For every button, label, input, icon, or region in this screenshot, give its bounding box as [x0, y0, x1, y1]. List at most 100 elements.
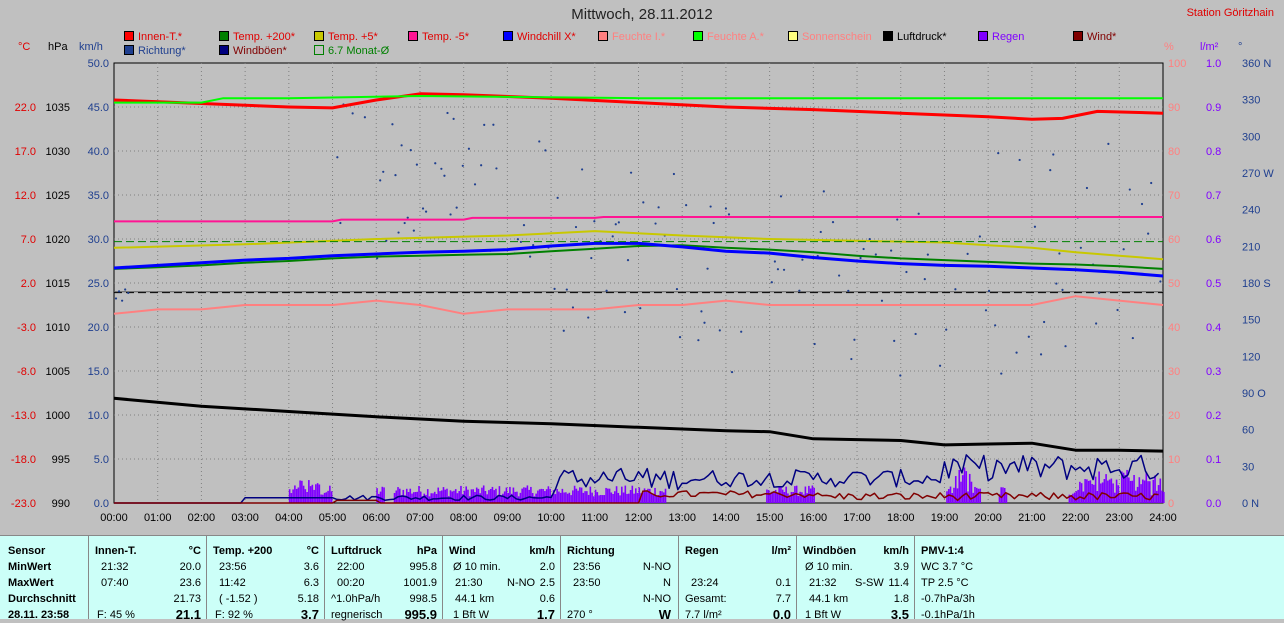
stats-time: 23:24	[691, 577, 719, 589]
direction-dot	[424, 210, 428, 213]
rain-bar	[311, 484, 314, 503]
direction-dot	[336, 156, 339, 159]
wind-tick-label: 30.0	[88, 234, 109, 246]
rain-bar	[509, 486, 511, 503]
grid	[114, 63, 1163, 503]
legend-item: Wind*	[1073, 31, 1116, 44]
direction-dot	[434, 162, 437, 165]
series-line-7	[113, 396, 1164, 453]
stats-value: 0.6	[539, 593, 555, 605]
time-tick-label: 08:00	[450, 512, 478, 524]
series-line-windboeen	[114, 454, 1160, 504]
rain-bar	[601, 495, 604, 503]
direction-dot	[822, 190, 825, 193]
series-line-6	[114, 95, 1163, 104]
rain-bar	[1161, 490, 1163, 503]
direction-dot	[1140, 202, 1144, 206]
time-tick-label: 23:00	[1106, 512, 1134, 524]
rain-bar	[974, 486, 976, 503]
rain-bar	[294, 485, 296, 503]
rain-bar	[288, 489, 291, 503]
rain-bar	[1163, 491, 1165, 503]
rain-bar	[446, 488, 448, 503]
direction-dot	[1128, 188, 1131, 191]
rain-bar	[1094, 476, 1097, 503]
rain-bar	[598, 495, 600, 503]
temp-tick-label: 2.0	[21, 278, 36, 290]
rain-bar	[418, 486, 420, 503]
direction-dot	[954, 288, 957, 291]
direction-dot	[697, 339, 700, 342]
rain-bar	[327, 490, 329, 503]
dir-tick-label: 300	[1242, 131, 1260, 143]
direction-dot	[1095, 322, 1098, 325]
stats-value: 6.3	[303, 577, 319, 589]
legend-item: Temp. -5*	[408, 31, 469, 44]
rain-bar	[474, 492, 476, 503]
stats-time: regnerisch	[331, 609, 383, 621]
rain-bar	[603, 495, 606, 503]
rain-bar	[500, 495, 502, 503]
rain-tick-label: 0.7	[1206, 190, 1221, 202]
stats-value: TP 2.5 °C	[921, 577, 969, 589]
stats-time: ^1.0hPa/h	[331, 593, 381, 605]
rain-bar	[638, 487, 641, 503]
direction-dot	[642, 201, 645, 204]
wind-tick-label: 40.0	[88, 146, 109, 158]
stats-col-pmv: PMV-1:4 WC 3.7 °C TP 2.5 °C -0.7hPa/3h -…	[914, 536, 1284, 621]
wind-tick-label: 10.0	[88, 410, 109, 422]
direction-dot	[779, 195, 783, 198]
legend-label: Temp. +5*	[328, 31, 378, 43]
direction-dot	[859, 256, 862, 260]
series-lines	[113, 92, 1164, 453]
series-line-wind	[114, 490, 1159, 504]
rain-bar	[447, 496, 450, 503]
legend-swatch	[503, 31, 513, 41]
legend-swatch	[219, 31, 229, 41]
rain-bar	[967, 491, 969, 503]
rain-bar	[1135, 490, 1137, 503]
stats-time: Ø 10 min.	[805, 561, 853, 573]
direction-dot	[978, 235, 981, 238]
rain-bar	[426, 489, 429, 503]
rain-bar	[1079, 481, 1081, 503]
stats-time: F: 92 %	[215, 609, 253, 621]
rain-bar	[951, 493, 954, 503]
stats-time: 44.1 km	[455, 593, 495, 605]
rain-bar	[454, 489, 457, 503]
rain-bar	[1087, 480, 1090, 503]
rain-bar	[449, 490, 452, 503]
press-tick-label: 1025	[46, 190, 70, 202]
axis-unit-label: °C	[18, 41, 30, 53]
legend-label: Regen	[992, 31, 1025, 43]
legend-swatch	[883, 31, 893, 41]
rain-bar	[1107, 480, 1109, 503]
direction-dot	[966, 252, 969, 256]
direction-dot	[685, 204, 688, 207]
direction-dot	[467, 147, 471, 150]
stats-col-regen: Regen l/m² 23:24 0.1 Gesamt: 7.7 7.7 l/m…	[678, 536, 797, 622]
rain-tick-label: 0.9	[1206, 102, 1221, 114]
stats-value: 998.5	[409, 593, 437, 605]
time-tick-label: 02:00	[188, 512, 216, 524]
rain-bar	[801, 492, 803, 503]
stats-value: 21.73	[173, 593, 201, 605]
rain-bar	[549, 488, 551, 503]
rain-bar	[961, 475, 964, 503]
stats-time: 7.7 l/m²	[685, 609, 722, 621]
rain-bar	[958, 469, 961, 503]
stats-unit: °C	[188, 545, 201, 557]
rain-bar	[799, 491, 801, 503]
direction-dot	[997, 152, 1000, 155]
direction-dot	[1147, 232, 1150, 235]
rain-bar	[600, 494, 602, 503]
direction-dot	[519, 240, 523, 244]
time-tick-label: 20:00	[974, 512, 1002, 524]
time-tick-label: 17:00	[843, 512, 871, 524]
legend-swatch	[598, 31, 608, 41]
temp-tick-label: -23.0	[11, 498, 36, 510]
direction-dot	[121, 299, 124, 302]
legend-label: Innen-T.*	[138, 31, 183, 43]
time-tick-label: 24:00	[1149, 512, 1177, 524]
rain-bar	[628, 493, 630, 503]
